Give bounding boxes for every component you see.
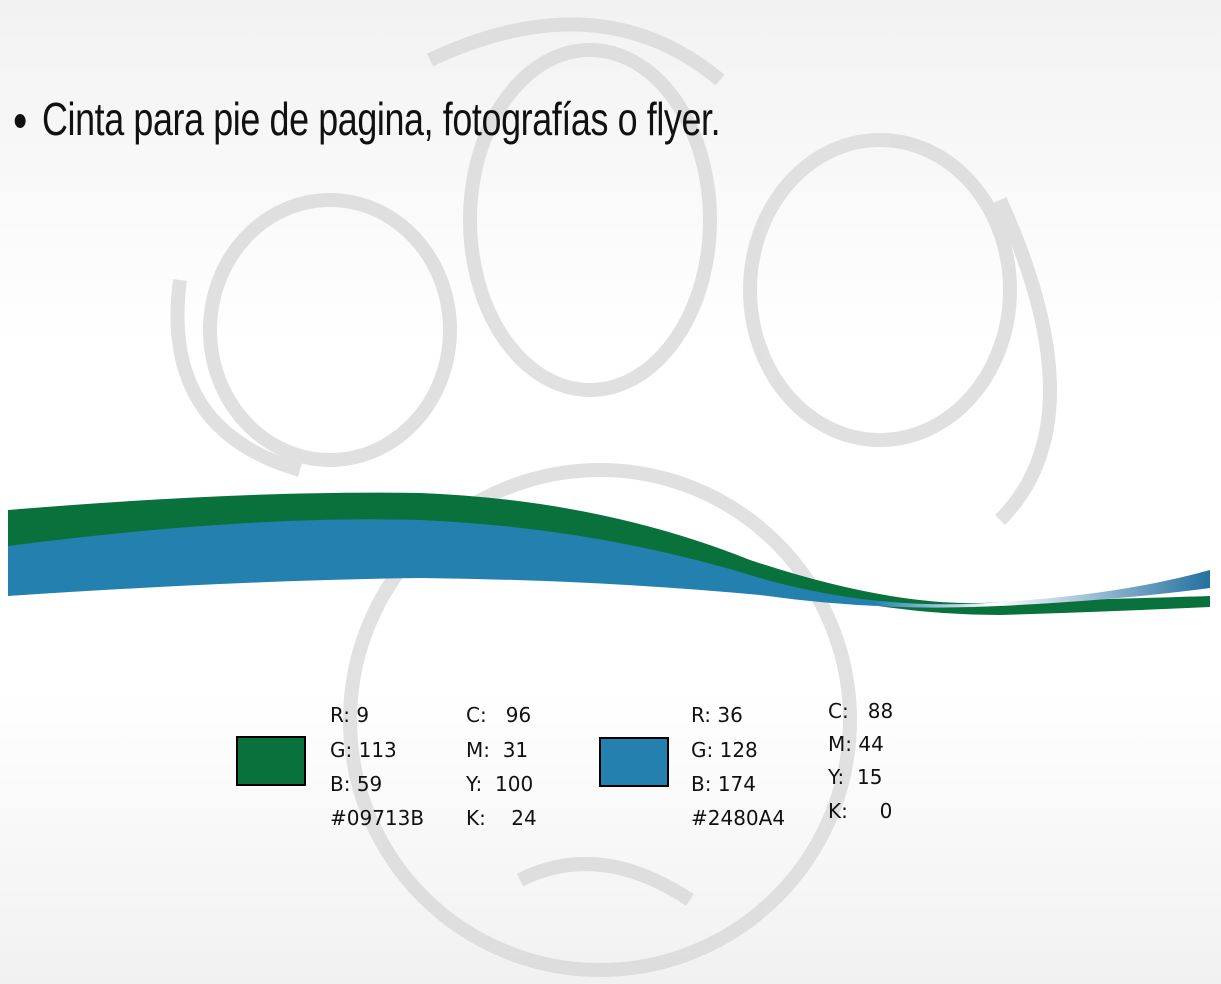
cmyk-label: M: 44 <box>828 732 884 756</box>
bullet: Cinta para pie de pagina, fotografías o … <box>42 92 720 146</box>
color-swatch <box>236 736 306 786</box>
rgb-label: G: 128 <box>691 738 758 762</box>
cmyk-label: K: 24 <box>466 806 537 830</box>
bullet-list: Cinta para pie de pagina, fotografías o … <box>0 92 911 146</box>
cmyk-label: C: 88 <box>828 699 893 723</box>
color-swatch <box>599 737 669 787</box>
background-art <box>0 0 1221 984</box>
rgb-label: #2480A4 <box>691 806 785 830</box>
rgb-label: G: 113 <box>330 738 397 762</box>
rgb-label: R: 9 <box>330 703 369 727</box>
slide: Cinta para pie de pagina, fotografías o … <box>0 0 1221 984</box>
cmyk-label: M: 31 <box>466 738 528 762</box>
cmyk-label: K: 0 <box>828 799 892 823</box>
cmyk-label: C: 96 <box>466 703 531 727</box>
rgb-label: B: 59 <box>330 772 382 796</box>
cmyk-label: Y: 100 <box>466 772 533 796</box>
cmyk-label: Y: 15 <box>828 765 882 789</box>
rgb-label: B: 174 <box>691 772 756 796</box>
rgb-label: R: 36 <box>691 703 743 727</box>
rgb-label: #09713B <box>330 806 424 830</box>
